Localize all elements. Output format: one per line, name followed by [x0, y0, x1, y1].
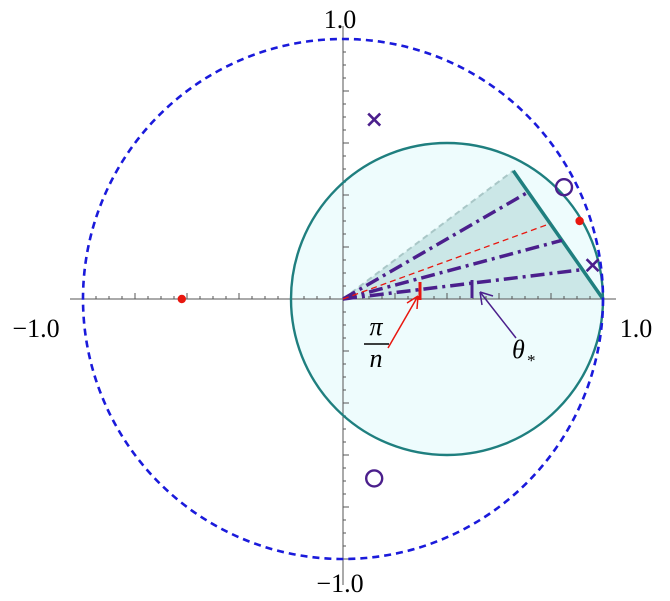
- dashdot-ray-1: [342, 267, 583, 301]
- shaded-sector: [343, 170, 603, 299]
- theta-subscript: *: [527, 351, 536, 370]
- n-label: n: [370, 344, 383, 373]
- pi-label: π: [369, 312, 383, 341]
- y-axis-max-label: 1.0: [324, 5, 357, 34]
- sector-upper-edge: [342, 169, 514, 300]
- theta-arrow-shaft: [479, 291, 517, 339]
- cross-marker-1: [585, 258, 600, 273]
- dashdot-ray-0: [342, 190, 530, 301]
- red-dot-marker-0: [177, 294, 186, 304]
- rays-group: [342, 190, 583, 301]
- x-axis-max-label: 1.0: [620, 314, 653, 343]
- red-dot-marker-1: [575, 216, 584, 226]
- open-circle-marker-1: [365, 469, 384, 488]
- open-circle-marker-0: [554, 177, 574, 197]
- pi-n-arrow-head: [406, 295, 419, 310]
- pi-n-arrow-shaft: [387, 295, 419, 349]
- theta-label: θ: [512, 335, 525, 364]
- ray-tick-marks: [418, 280, 474, 300]
- sector-chord-line: [511, 169, 605, 301]
- cross-marker-0: [367, 112, 382, 127]
- point-markers: [177, 112, 600, 488]
- dashdot-ray-2: [342, 238, 563, 301]
- dashed-ray: [342, 222, 551, 300]
- x-axis-min-label: −1.0: [12, 314, 59, 343]
- y-axis-min-label: −1.0: [316, 569, 363, 598]
- theta-arrow-head: [479, 291, 494, 306]
- annotation-arrows: [387, 291, 517, 349]
- unit-circle-dashed: [81, 37, 605, 561]
